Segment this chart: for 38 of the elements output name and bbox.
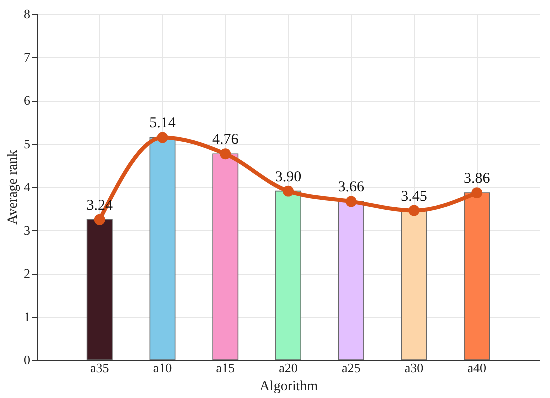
bar <box>86 219 113 360</box>
text: 3.66 <box>338 180 364 196</box>
y-tick-label: 8 <box>24 6 30 22</box>
text: 3.90 <box>275 169 302 186</box>
point <box>94 214 106 226</box>
x-tick-label: a15 <box>216 360 236 376</box>
y-tick-label: 5 <box>24 136 30 152</box>
y-tick-label: 0 <box>24 352 30 368</box>
point <box>220 148 232 160</box>
x-tick-label: a20 <box>279 360 298 376</box>
y-tick-label: 2 <box>24 266 30 281</box>
y-tick-label: 3 <box>24 222 30 238</box>
text: 4.76 <box>212 132 239 148</box>
point <box>472 188 483 199</box>
x-tick-label: a40 <box>468 360 487 376</box>
x-tick-label: a10 <box>153 360 172 376</box>
bar <box>212 154 239 360</box>
point <box>408 205 420 216</box>
bar <box>276 190 302 360</box>
x-tick-label: a25 <box>342 360 361 376</box>
bar <box>401 210 428 360</box>
bar <box>338 201 364 360</box>
y-axis-title: Average rank <box>6 150 21 225</box>
bar <box>150 137 176 360</box>
x-tick-label: a30 <box>404 360 424 376</box>
text: 5.14 <box>150 116 176 132</box>
bar <box>464 192 490 360</box>
x-tick-label: a35 <box>90 360 110 376</box>
point <box>157 132 168 144</box>
text: 3.86 <box>464 171 490 188</box>
y-tick-label: 7 <box>24 50 31 65</box>
y-tick-label: 4 <box>24 180 31 194</box>
point <box>346 196 357 208</box>
text: 3.45 <box>401 188 428 205</box>
point <box>283 186 294 197</box>
y-tick-label: 6 <box>24 93 31 108</box>
y-tick-label: 1 <box>24 309 30 324</box>
x-axis-title: Algorithm <box>260 380 318 394</box>
